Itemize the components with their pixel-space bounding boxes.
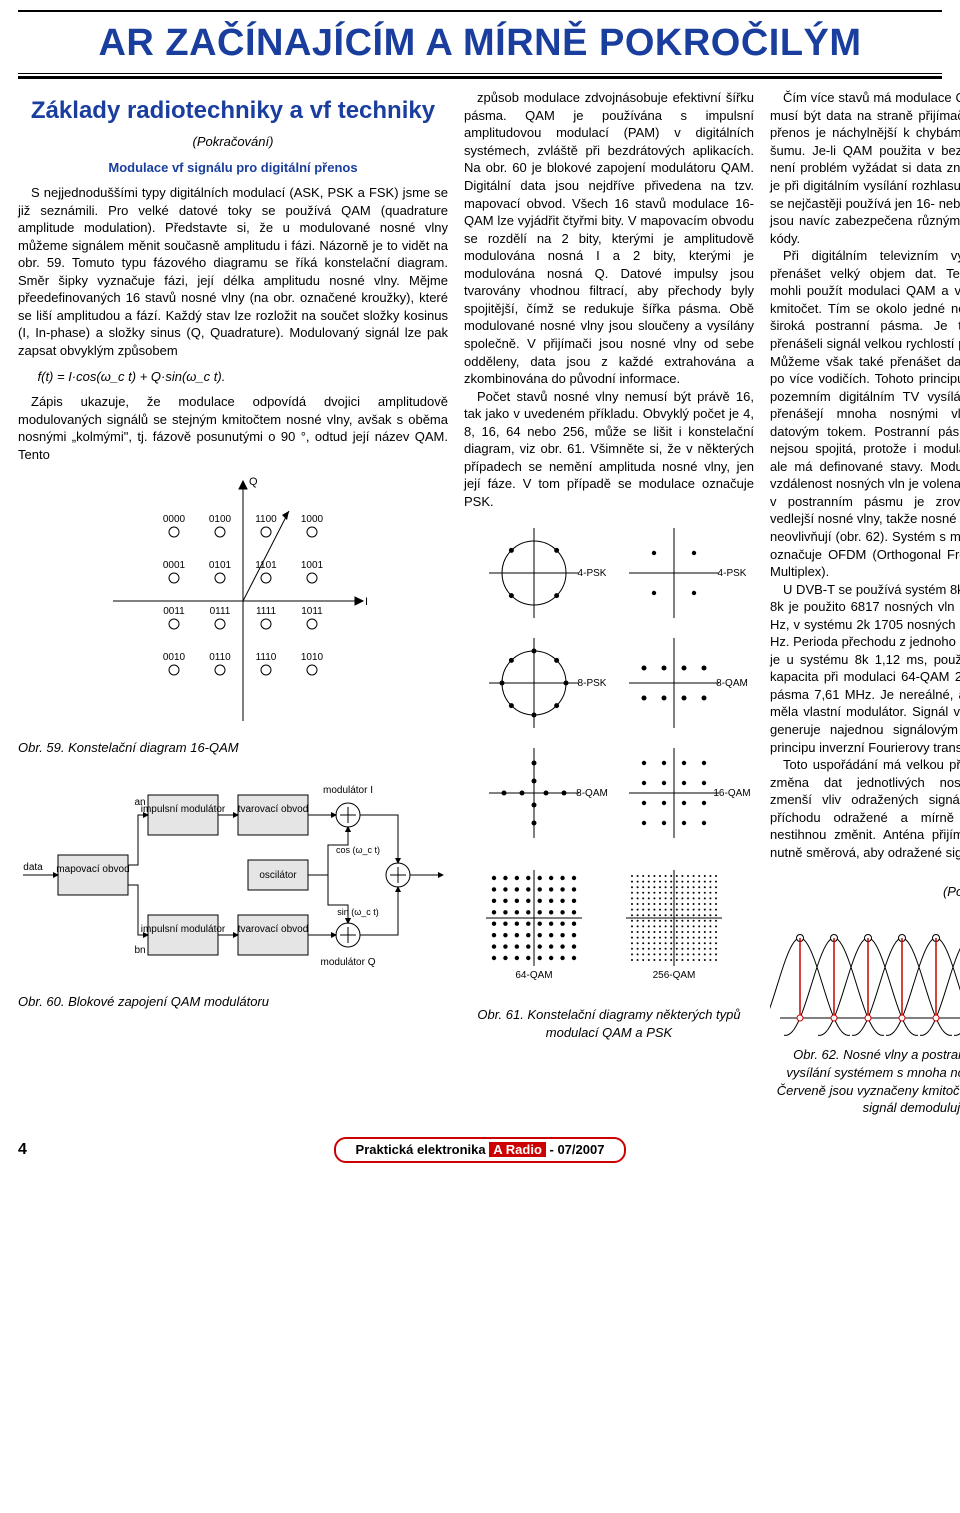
svg-text:8-PSK: 8-PSK <box>578 678 607 689</box>
svg-text:0101: 0101 <box>209 560 232 571</box>
caption-62: Obr. 62. Nosné vlny a postranní pásma př… <box>770 1046 960 1116</box>
svg-text:impulsní modulátor: impulsní modulátor <box>141 924 226 935</box>
para-6: Při digitálním televizním vysílání je tř… <box>770 247 960 580</box>
journal-footer: Praktická elektronika A Radio - 07/2007 <box>334 1137 627 1164</box>
svg-text:1010: 1010 <box>301 652 324 663</box>
svg-text:0011: 0011 <box>163 606 185 617</box>
svg-text:oscilátor: oscilátor <box>259 870 297 881</box>
figure-62: f <box>770 908 960 1038</box>
page-number: 4 <box>18 1139 48 1161</box>
svg-text:4-PSK: 4-PSK <box>578 568 607 579</box>
svg-text:bn: bn <box>134 945 145 956</box>
series-title: Základy radiotechniky a vf techniky <box>18 97 448 125</box>
svg-text:cos (ω_c t): cos (ω_c t) <box>336 845 380 855</box>
para-8: Toto uspořádání má velkou přednost – pom… <box>770 756 960 861</box>
author-initials: VH <box>770 865 960 883</box>
svg-text:modulátor I: modulátor I <box>323 785 373 796</box>
formula-qam: f(t) = I·cos(ω_c t) + Q·sin(ω_c t). <box>18 368 448 386</box>
svg-text:256-QAM: 256-QAM <box>653 970 696 981</box>
svg-text:16-QAM: 16-QAM <box>713 788 750 799</box>
svg-text:8-QAM: 8-QAM <box>716 678 748 689</box>
para-7: U DVB-T se používá systém 8k a 2k. V sys… <box>770 581 960 756</box>
para-1: S nejjednoduššími typy digitálních modul… <box>18 184 448 359</box>
svg-text:0000: 0000 <box>163 514 186 525</box>
continuation-next: (Pokračování příště) <box>770 883 960 901</box>
para-4: Počet stavů nosné vlny nemusí být právě … <box>464 388 754 511</box>
svg-text:mapovací obvod: mapovací obvod <box>56 864 129 875</box>
svg-text:impulsní modulátor: impulsní modulátor <box>141 804 226 815</box>
svg-text:1111: 1111 <box>256 606 276 617</box>
svg-text:1011: 1011 <box>301 606 323 617</box>
svg-text:8-QAM: 8-QAM <box>576 788 608 799</box>
svg-text:4-PSK: 4-PSK <box>718 568 747 579</box>
journal-brand: A Radio <box>489 1142 546 1157</box>
caption-61: Obr. 61. Konstelační diagramy některých … <box>464 1006 754 1041</box>
banner-rule <box>18 76 942 79</box>
svg-text:I: I <box>365 596 368 608</box>
svg-text:modulátor Q: modulátor Q <box>320 957 375 968</box>
continuation-label: (Pokračování) <box>18 133 448 151</box>
svg-text:1100: 1100 <box>255 514 277 525</box>
svg-text:sin (ω_c t): sin (ω_c t) <box>337 907 379 917</box>
svg-text:1110: 1110 <box>256 652 277 663</box>
figure-61: 4-PSK 4-PSK 8-PSK 8-QAM 8-QAM 16-QAM 64-QAM 256… <box>464 518 754 998</box>
figure-59: I Q 0000 0100 1100 1000 0001 0101 1101 1001 0011… <box>18 471 448 731</box>
svg-text:0110: 0110 <box>209 652 231 663</box>
svg-text:Q: Q <box>249 476 258 488</box>
svg-text:1000: 1000 <box>301 514 324 525</box>
para-5: Čím více stavů má modulace QAM, tím přes… <box>770 89 960 247</box>
figure-60: mapovací obvod impulsní modulátor impuls… <box>18 765 448 985</box>
svg-text:0100: 0100 <box>209 514 232 525</box>
svg-text:1101: 1101 <box>255 560 277 571</box>
page-banner-title: AR ZAČÍNAJÍCÍM A MÍRNĚ POKROČILÝM <box>18 18 942 69</box>
caption-60: Obr. 60. Blokové zapojení QAM modulátoru <box>18 993 448 1011</box>
para-2: Zápis ukazuje, že modulace odpovídá dvoj… <box>18 393 448 463</box>
svg-text:0111: 0111 <box>210 606 231 617</box>
svg-text:tvarovací obvod: tvarovací obvod <box>238 804 309 815</box>
journal-issue: - 07/2007 <box>550 1142 605 1157</box>
svg-text:1001: 1001 <box>301 560 324 571</box>
svg-text:64-QAM: 64-QAM <box>515 970 552 981</box>
svg-text:an: an <box>134 797 145 808</box>
svg-text:data: data <box>23 862 43 873</box>
svg-text:tvarovací obvod: tvarovací obvod <box>238 924 309 935</box>
svg-text:0001: 0001 <box>163 560 186 571</box>
para-3: způsob modulace zdvojnásobuje efektivní … <box>464 89 754 387</box>
caption-59: Obr. 59. Konstelační diagram 16-QAM <box>18 739 448 757</box>
article-subhead: Modulace vf signálu pro digitální přenos <box>18 160 448 176</box>
journal-title: Praktická elektronika <box>356 1142 486 1157</box>
svg-text:0010: 0010 <box>163 652 186 663</box>
